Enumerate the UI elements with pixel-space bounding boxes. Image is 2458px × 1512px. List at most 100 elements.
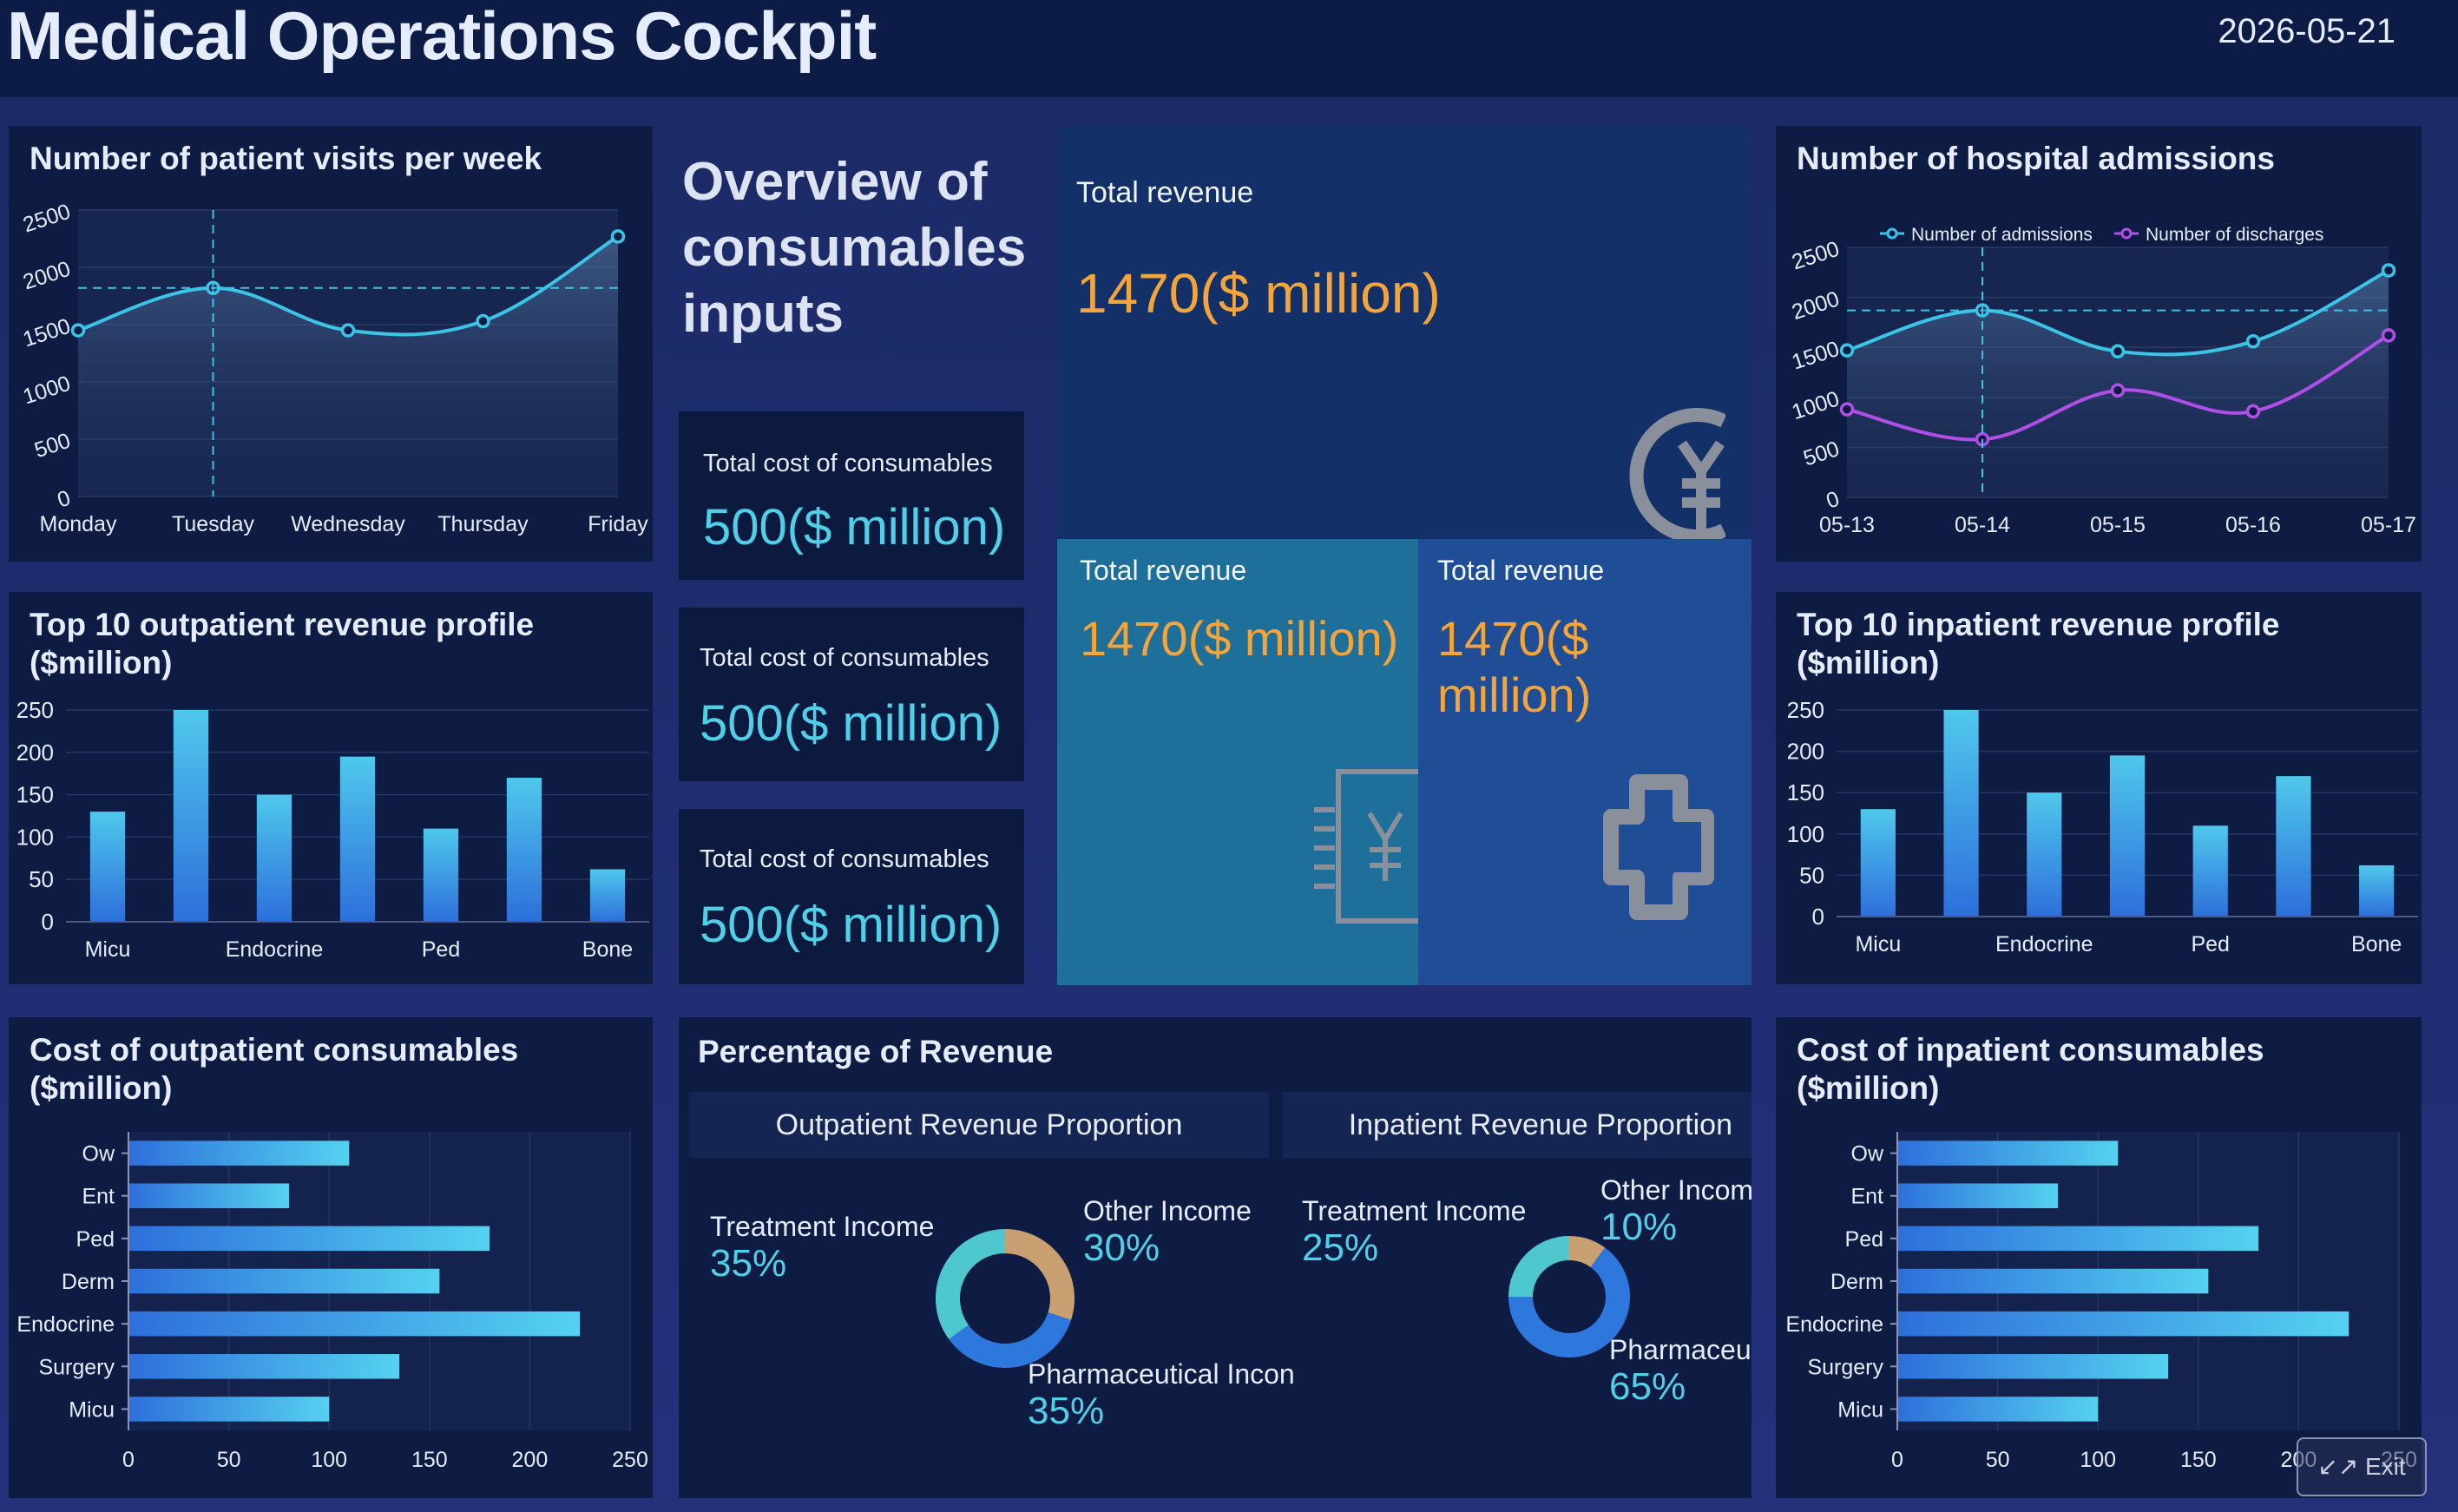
- data-point: [340, 323, 356, 338]
- outpatient-proportion-title: Outpatient Revenue Proportion: [689, 1092, 1269, 1158]
- x-tick-label: 05-16: [2225, 513, 2281, 537]
- x-tick-label: 150: [411, 1448, 448, 1472]
- bar: [173, 710, 209, 922]
- bar: [2276, 776, 2311, 917]
- panel-outpatient-top10: Top 10 outpatient revenue profile ($mill…: [9, 592, 653, 984]
- y-tick-label: 500: [31, 429, 73, 463]
- y-tick-label: Ow: [82, 1142, 115, 1167]
- data-point: [70, 323, 86, 338]
- y-tick-label: 1500: [1789, 337, 1843, 375]
- data-point: [2245, 404, 2261, 419]
- y-tick-label: Endocrine: [1785, 1312, 1883, 1337]
- bar: [128, 1226, 490, 1252]
- bar: [1897, 1226, 2259, 1252]
- x-tick-label: 05-17: [2361, 513, 2416, 537]
- legend-label: Number of discharges: [2146, 225, 2323, 245]
- y-tick-label: 500: [1800, 437, 1842, 471]
- bar: [1897, 1397, 2099, 1422]
- y-tick-label: 1000: [20, 371, 74, 410]
- slice-label: Pharmaceutical Incon: [1028, 1358, 1295, 1390]
- chart-title: Number of patient visits per week: [30, 141, 542, 176]
- x-tick-label: 250: [612, 1448, 648, 1472]
- header-date: 2026-05-21: [2218, 12, 2396, 50]
- admissions-chart: 0 500 1000 1500 2000 2500 05-13 05-14 05-15 05-16…: [1789, 225, 2416, 537]
- slice-percent: 10%: [1600, 1206, 1677, 1248]
- slice-label: Other Income: [1600, 1174, 1751, 1206]
- cost-card-label: Total cost of consumables: [700, 845, 989, 873]
- slice-label: Treatment Income: [710, 1211, 934, 1242]
- donut-slice: [1508, 1247, 1630, 1358]
- exit-label: Exit: [2365, 1453, 2406, 1480]
- revenue-card-main: Total revenue 1470($ million): [1057, 126, 1751, 539]
- y-tick-label: 200: [16, 740, 54, 766]
- chart-title: Cost of outpatient consumables ($million…: [30, 1032, 519, 1106]
- data-point: [1839, 402, 1855, 417]
- panel-inpatient-top10: Top 10 inpatient revenue profile ($milli…: [1776, 592, 2422, 984]
- overview-title: Overview of consumables inputs: [682, 152, 1027, 344]
- x-tick-label: Friday: [588, 512, 648, 536]
- bar: [1943, 710, 1979, 917]
- outpatient-top10-chart: 0 50 100 150 200 250 Micu Endocrine Ped Bone: [16, 697, 649, 962]
- data-point: [476, 313, 490, 329]
- y-tick-label: 100: [1787, 821, 1824, 847]
- bar: [1897, 1183, 2058, 1208]
- donut-slice: [949, 1311, 1072, 1368]
- x-tick-label: Bone: [582, 937, 633, 962]
- slice-percent: 30%: [1083, 1226, 1160, 1269]
- y-tick-label: 1500: [20, 314, 74, 352]
- x-tick-label: 05-14: [1955, 513, 2010, 537]
- y-tick-label: 250: [16, 697, 54, 723]
- data-point: [2110, 344, 2126, 359]
- panel-inpatient-consumables: Cost of inpatient consumables ($million)…: [1776, 1017, 2422, 1498]
- inpatient-consumables-chart: 050100150200250OwEntPedDermEndocrineSurg…: [1785, 1132, 2417, 1472]
- data-point: [2110, 383, 2126, 398]
- cost-card-label: Total cost of consumables: [700, 644, 989, 672]
- bar: [589, 869, 626, 922]
- y-tick-label: 2000: [1789, 286, 1843, 325]
- x-tick-label: 0: [1891, 1448, 1903, 1472]
- yen-coin-icon: [1629, 408, 1725, 539]
- y-tick-label: Surgery: [38, 1355, 115, 1379]
- data-point: [2245, 334, 2261, 349]
- x-tick-label: 150: [2180, 1448, 2217, 1472]
- y-tick-label: 150: [1787, 779, 1824, 805]
- legend-marker: [2120, 227, 2133, 240]
- slice-label: Treatment Income: [1302, 1195, 1526, 1226]
- x-tick-label: Thursday: [437, 512, 529, 536]
- x-tick-label: Ped: [2191, 932, 2229, 957]
- x-tick-label: Micu: [85, 937, 131, 962]
- y-tick-label: Ent: [1850, 1185, 1883, 1209]
- cost-card-value: 500($ million): [700, 897, 1002, 953]
- bar: [2192, 825, 2228, 917]
- x-tick-label: Ped: [422, 937, 460, 962]
- cost-card-value: 500($ million): [700, 695, 1002, 752]
- y-tick-label: 0: [1812, 904, 1824, 930]
- x-tick-label: Wednesday: [291, 512, 405, 536]
- chart-title: Number of hospital admissions: [1797, 141, 2275, 176]
- slice-label: Other Income: [1083, 1195, 1252, 1226]
- bar: [128, 1141, 350, 1166]
- y-tick-label: 2500: [20, 200, 74, 238]
- exit-fullscreen-button[interactable]: ↙↗ Exit: [2297, 1437, 2427, 1496]
- medical-cross-icon: [1603, 774, 1714, 920]
- bar: [506, 778, 542, 922]
- donut-slice: [1004, 1229, 1075, 1320]
- revenue-label: Total revenue: [1076, 176, 1254, 209]
- y-tick-label: 2000: [20, 257, 74, 295]
- data-point: [1839, 343, 1855, 358]
- bar: [128, 1311, 581, 1337]
- bar: [89, 812, 126, 922]
- donut-slice: [936, 1229, 1006, 1340]
- donut-slice: [1568, 1236, 1606, 1268]
- bar: [339, 756, 376, 922]
- y-tick-label: 150: [16, 782, 54, 808]
- panel-outpatient-consumables: Cost of outpatient consumables ($million…: [9, 1017, 653, 1498]
- y-tick-label: 250: [1787, 697, 1824, 723]
- x-tick-label: Bone: [2351, 932, 2402, 957]
- revenue-value: 1470($ million): [1080, 611, 1399, 666]
- y-tick-label: 50: [1799, 862, 1824, 888]
- data-point: [2381, 263, 2396, 278]
- y-tick-label: Ped: [76, 1227, 115, 1252]
- slice-percent: 35%: [710, 1242, 786, 1285]
